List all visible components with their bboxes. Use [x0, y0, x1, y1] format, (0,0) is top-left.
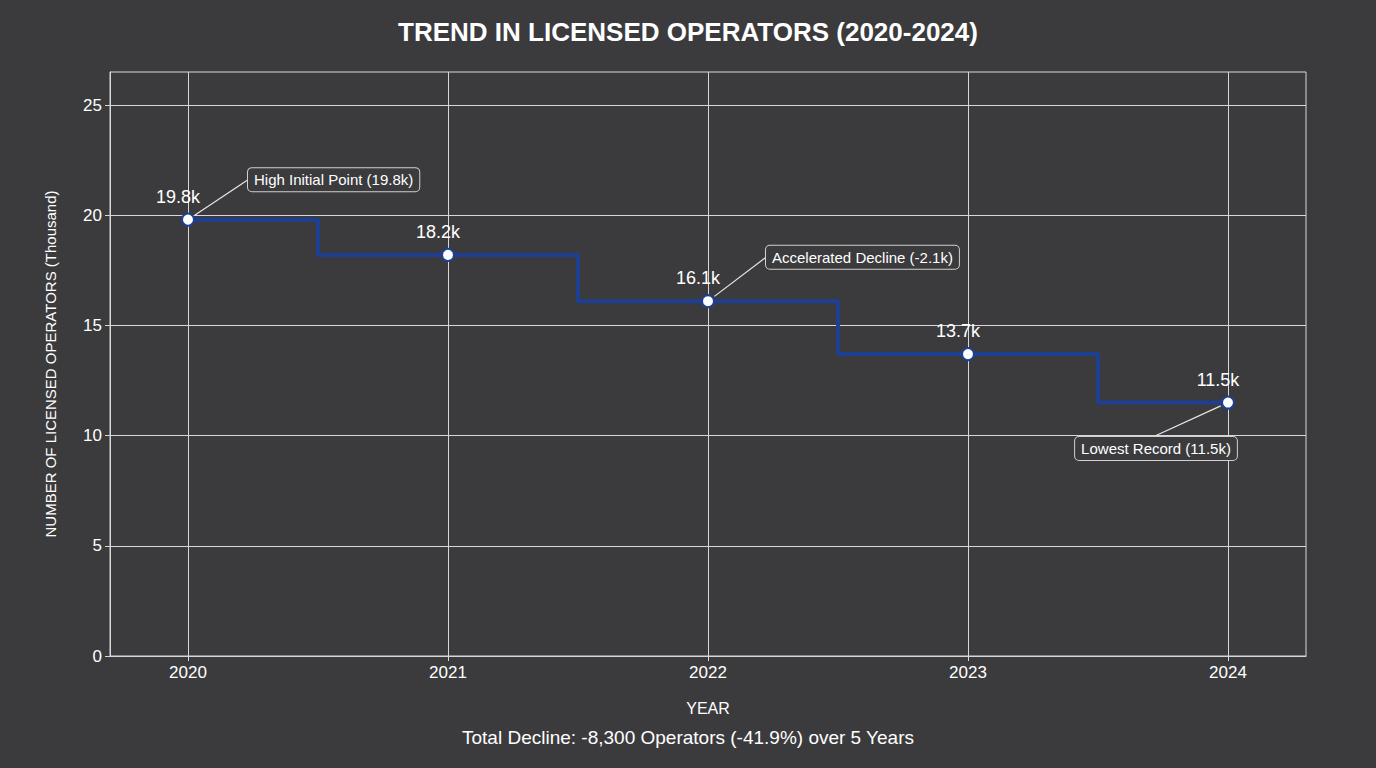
svg-text:25: 25: [83, 96, 102, 115]
svg-text:TREND IN LICENSED OPERATORS (2: TREND IN LICENSED OPERATORS (2020-2024): [398, 17, 978, 47]
svg-text:YEAR: YEAR: [686, 700, 730, 717]
svg-text:20: 20: [83, 206, 102, 225]
svg-text:18.2k: 18.2k: [416, 222, 461, 242]
svg-text:0: 0: [93, 647, 102, 666]
svg-text:5: 5: [93, 536, 102, 555]
svg-text:2023: 2023: [949, 663, 987, 682]
svg-text:16.1k: 16.1k: [676, 268, 721, 288]
svg-text:2022: 2022: [689, 663, 727, 682]
svg-text:2024: 2024: [1209, 663, 1247, 682]
svg-text:13.7k: 13.7k: [936, 321, 981, 341]
svg-text:High Initial Point (19.8k): High Initial Point (19.8k): [254, 171, 413, 188]
svg-text:Total Decline: -8,300 Operator: Total Decline: -8,300 Operators (-41.9%)…: [462, 727, 914, 748]
svg-text:10: 10: [83, 426, 102, 445]
svg-text:2020: 2020: [169, 663, 207, 682]
svg-text:19.8k: 19.8k: [156, 187, 201, 207]
svg-text:Lowest Record (11.5k): Lowest Record (11.5k): [1081, 440, 1231, 457]
svg-text:2021: 2021: [429, 663, 467, 682]
svg-text:Accelerated Decline (-2.1k): Accelerated Decline (-2.1k): [772, 249, 953, 266]
svg-text:NUMBER OF LICENSED OPERATORS (: NUMBER OF LICENSED OPERATORS (Thousand): [42, 190, 59, 537]
svg-text:15: 15: [83, 316, 102, 335]
svg-text:11.5k: 11.5k: [1197, 370, 1241, 390]
